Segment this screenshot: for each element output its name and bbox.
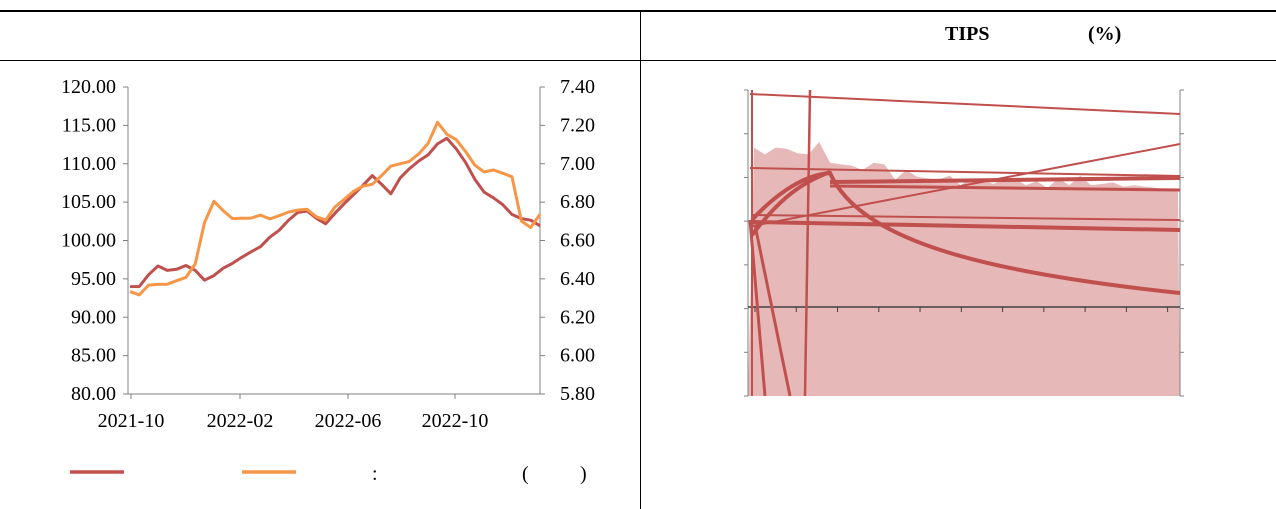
- column-divider: [640, 10, 641, 509]
- right-y-tick-label: 6.40: [560, 268, 595, 290]
- left-chart: 120.00 115.00 110.00 105.00 100.00 95.00 90.00…: [61, 76, 595, 485]
- right-y-tick-label: 6.00: [560, 345, 595, 367]
- artifact-line-10: [829, 176, 1181, 184]
- x-tick-label: 2022-06: [315, 410, 382, 432]
- artifact-curve: [750, 170, 1181, 295]
- right-y-tick-label: 6.20: [560, 306, 595, 328]
- artifact-line-4: [748, 219, 767, 397]
- right-y-tick-label: 7.40: [560, 76, 595, 98]
- right-panel-title-unit: (%): [1088, 23, 1122, 45]
- left-y-tick-label: 90.00: [71, 306, 116, 328]
- left-y-tick-label: 80.00: [71, 383, 116, 405]
- artifact-curve-2: [750, 170, 831, 237]
- right-y-tick-label: 6.60: [560, 230, 595, 252]
- artifact-line-3: [803, 89, 812, 397]
- legend-paren-close: ): [580, 463, 587, 485]
- right-y-tick-label: 6.80: [560, 191, 595, 213]
- artifact-line-8: [751, 220, 1181, 232]
- left-y-tick-label: 95.00: [71, 268, 116, 290]
- legend-colon: :: [372, 463, 378, 485]
- right-y-tick-label: 5.80: [560, 383, 595, 405]
- series-line-2: [129, 120, 542, 297]
- series-line-1: [129, 136, 541, 289]
- x-tick-label: 2022-02: [207, 410, 274, 432]
- left-y-tick-label: 100.00: [61, 230, 116, 252]
- left-y-tick-label: 115.00: [62, 114, 116, 136]
- top-rule: [0, 10, 1276, 12]
- legend-paren-open: (: [522, 463, 529, 485]
- artifact-line-9: [751, 214, 1181, 221]
- left-y-tick-label: 85.00: [71, 345, 116, 367]
- artifact-line-7: [751, 143, 1181, 227]
- left-y-tick-label: 110.00: [62, 153, 116, 175]
- artifact-line-1: [749, 93, 1181, 115]
- right-y-tick-label: 7.00: [560, 153, 595, 175]
- artifact-line-6: [749, 167, 1181, 177]
- right-panel-title: TIPS: [945, 23, 990, 45]
- header-rule: [0, 60, 1276, 61]
- artifact-line-5: [753, 224, 792, 397]
- artifact-line-11: [829, 184, 1181, 192]
- right-y-tick-label: 7.20: [560, 114, 595, 136]
- x-tick-label: 2022-10: [422, 410, 489, 432]
- left-y-tick-label: 105.00: [61, 191, 116, 213]
- left-y-tick-label: 120.00: [61, 76, 116, 98]
- x-tick-label: 2021-10: [98, 410, 165, 432]
